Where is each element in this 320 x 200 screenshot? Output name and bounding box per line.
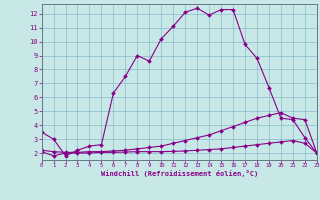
X-axis label: Windchill (Refroidissement éolien,°C): Windchill (Refroidissement éolien,°C) bbox=[100, 170, 258, 177]
